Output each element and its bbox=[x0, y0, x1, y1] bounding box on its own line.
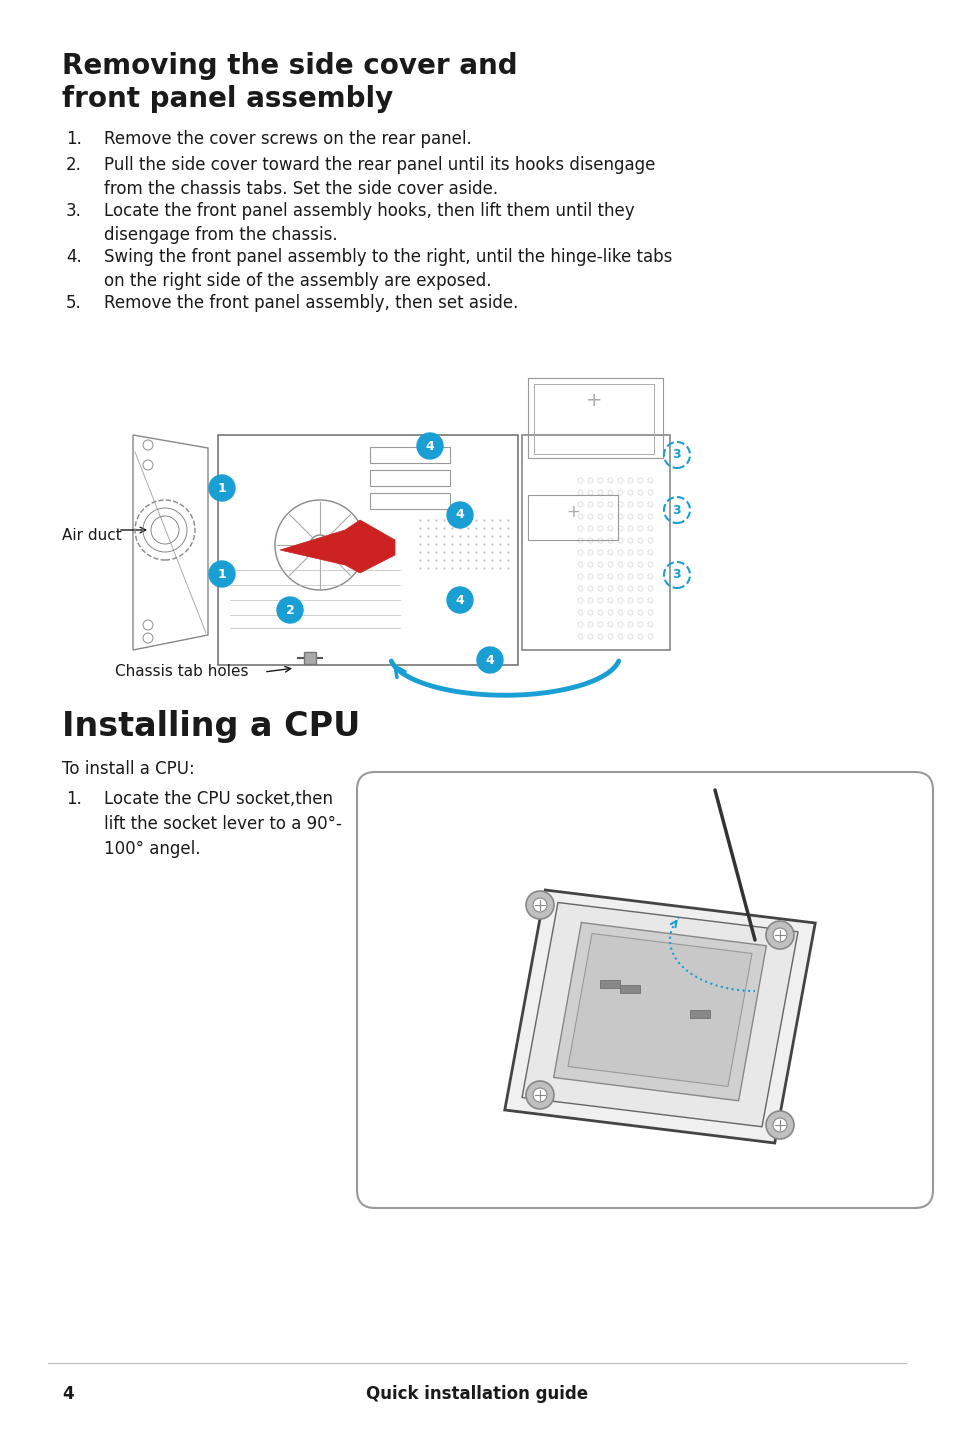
Text: 4: 4 bbox=[425, 440, 434, 453]
Circle shape bbox=[447, 587, 473, 613]
Circle shape bbox=[447, 502, 473, 528]
Text: Pull the side cover toward the rear panel until its hooks disengage
from the cha: Pull the side cover toward the rear pane… bbox=[104, 155, 655, 197]
Text: Installing a CPU: Installing a CPU bbox=[62, 710, 360, 743]
Bar bbox=[218, 436, 517, 664]
Circle shape bbox=[525, 1081, 554, 1109]
Text: Air duct: Air duct bbox=[62, 528, 122, 542]
Bar bbox=[527, 378, 662, 457]
Bar bbox=[370, 447, 450, 463]
Bar bbox=[689, 1009, 709, 1018]
Text: Remove the cover screws on the rear panel.: Remove the cover screws on the rear pane… bbox=[104, 129, 471, 148]
Text: 3: 3 bbox=[672, 568, 680, 581]
Circle shape bbox=[276, 597, 303, 623]
Polygon shape bbox=[567, 933, 751, 1087]
Text: To install a CPU:: To install a CPU: bbox=[62, 761, 194, 778]
Text: 5.: 5. bbox=[66, 293, 82, 312]
Text: 4: 4 bbox=[62, 1385, 73, 1403]
Text: 3: 3 bbox=[672, 503, 680, 516]
Text: 1.: 1. bbox=[66, 789, 82, 808]
Circle shape bbox=[772, 1117, 786, 1132]
Text: 4: 4 bbox=[456, 509, 464, 522]
Circle shape bbox=[209, 561, 234, 587]
Text: +: + bbox=[565, 503, 579, 521]
Polygon shape bbox=[504, 890, 815, 1143]
Text: 4.: 4. bbox=[66, 247, 82, 266]
Text: 3.: 3. bbox=[66, 201, 82, 220]
FancyBboxPatch shape bbox=[356, 772, 932, 1208]
Circle shape bbox=[533, 897, 546, 912]
Text: 2.: 2. bbox=[66, 155, 82, 174]
Text: Locate the front panel assembly hooks, then lift them until they
disengage from : Locate the front panel assembly hooks, t… bbox=[104, 201, 634, 243]
Text: 1: 1 bbox=[217, 568, 226, 581]
Bar bbox=[599, 981, 619, 988]
Circle shape bbox=[209, 475, 234, 500]
Polygon shape bbox=[521, 903, 797, 1127]
Bar bbox=[619, 985, 639, 994]
Text: Chassis tab holes: Chassis tab holes bbox=[115, 664, 248, 680]
Text: +: + bbox=[585, 391, 601, 410]
Text: Swing the front panel assembly to the right, until the hinge-like tabs
on the ri: Swing the front panel assembly to the ri… bbox=[104, 247, 672, 289]
Bar bbox=[527, 495, 618, 541]
Polygon shape bbox=[280, 521, 395, 572]
Text: front panel assembly: front panel assembly bbox=[62, 85, 393, 114]
Text: 2: 2 bbox=[285, 604, 294, 617]
Circle shape bbox=[765, 920, 793, 949]
Bar bbox=[370, 493, 450, 509]
Circle shape bbox=[525, 892, 554, 919]
Text: 4: 4 bbox=[485, 653, 494, 666]
Text: Quick installation guide: Quick installation guide bbox=[366, 1385, 587, 1403]
Text: Removing the side cover and: Removing the side cover and bbox=[62, 52, 517, 81]
Circle shape bbox=[476, 647, 502, 673]
Polygon shape bbox=[553, 923, 765, 1100]
Bar bbox=[534, 384, 654, 454]
Bar bbox=[370, 470, 450, 486]
Text: 1: 1 bbox=[217, 482, 226, 495]
Text: Locate the CPU socket,then
lift the socket lever to a 90°-
100° angel.: Locate the CPU socket,then lift the sock… bbox=[104, 789, 341, 858]
Text: 1.: 1. bbox=[66, 129, 82, 148]
Text: 3: 3 bbox=[672, 449, 680, 462]
Text: Remove the front panel assembly, then set aside.: Remove the front panel assembly, then se… bbox=[104, 293, 517, 312]
Circle shape bbox=[765, 1112, 793, 1139]
Circle shape bbox=[416, 433, 442, 459]
Circle shape bbox=[772, 928, 786, 942]
Circle shape bbox=[533, 1089, 546, 1102]
Text: 4: 4 bbox=[456, 594, 464, 607]
